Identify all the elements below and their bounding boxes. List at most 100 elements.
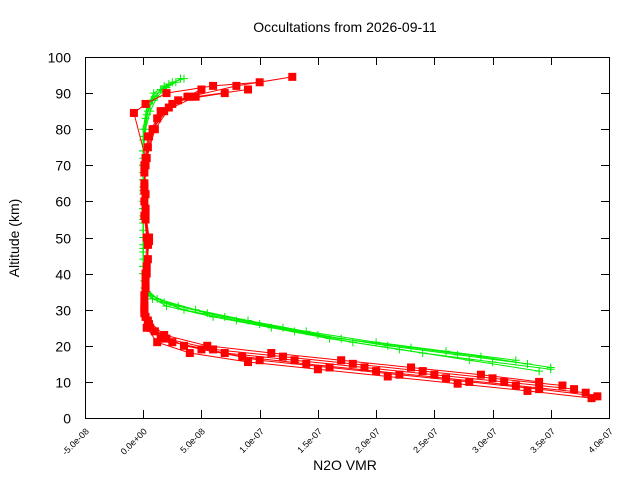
y-tick-label: 60 <box>55 194 71 210</box>
x-tick-label: -5.0e-08 <box>60 426 91 457</box>
data-point <box>145 132 154 141</box>
data-point <box>168 338 177 347</box>
data-point <box>302 359 311 368</box>
data-point <box>203 309 212 318</box>
data-point <box>288 72 297 81</box>
data-point <box>407 343 416 352</box>
data-point <box>535 367 544 376</box>
x-tick-label: 1.5e-07 <box>295 426 324 455</box>
data-point <box>337 356 346 365</box>
data-point <box>232 81 241 90</box>
data-point <box>176 74 185 83</box>
data-point <box>535 385 544 394</box>
data-point <box>191 92 200 101</box>
series-1 <box>129 72 602 403</box>
data-point <box>164 80 173 89</box>
data-point <box>209 81 218 90</box>
data-point <box>465 377 474 386</box>
data-point <box>232 316 241 325</box>
data-point <box>148 294 157 303</box>
data-point <box>267 349 276 358</box>
data-point <box>203 341 212 350</box>
data-point <box>511 356 520 365</box>
data-point <box>141 154 150 163</box>
data-point <box>140 168 149 177</box>
data-point <box>372 338 381 347</box>
data-point <box>430 370 439 379</box>
x-axis-label: N2O VMR <box>313 457 377 473</box>
data-point <box>209 345 218 354</box>
y-tick-label: 70 <box>55 158 71 174</box>
data-point <box>179 305 188 314</box>
x-tick-label: 3.5e-07 <box>528 426 557 455</box>
data-point <box>171 78 180 87</box>
data-point <box>581 388 590 397</box>
data-point <box>129 108 138 117</box>
data-point <box>418 349 427 358</box>
y-tick-label: 100 <box>48 50 72 66</box>
data-point <box>278 352 287 361</box>
data-point <box>290 327 299 336</box>
data-point <box>244 316 253 325</box>
y-tick-label: 20 <box>55 339 71 355</box>
series-line <box>142 83 551 370</box>
data-point <box>220 349 229 358</box>
x-tick-label: 3.0e-07 <box>470 426 499 455</box>
data-point <box>160 330 169 339</box>
x-tick-label: 5.0e-08 <box>178 426 207 455</box>
data-point <box>142 233 151 242</box>
series-line <box>142 78 540 372</box>
y-tick-label: 90 <box>55 86 71 102</box>
data-point <box>348 338 357 347</box>
data-point <box>143 240 152 249</box>
data-point <box>395 370 404 379</box>
y-tick-label: 10 <box>55 375 71 391</box>
y-tick-label: 40 <box>55 267 71 283</box>
data-point <box>511 381 520 390</box>
data-point <box>500 377 509 386</box>
data-point <box>164 103 173 112</box>
data-series <box>129 72 602 403</box>
data-point <box>244 358 253 367</box>
data-point <box>418 367 427 376</box>
data-point <box>488 358 497 367</box>
data-point <box>143 316 152 325</box>
data-point <box>141 161 150 170</box>
data-point <box>139 125 148 134</box>
data-point <box>149 89 158 98</box>
data-point <box>587 394 596 403</box>
data-point <box>453 379 462 388</box>
data-point <box>593 392 602 401</box>
data-point <box>153 114 162 123</box>
data-point <box>143 255 152 264</box>
data-point <box>183 92 192 101</box>
data-point <box>140 298 149 307</box>
series-line <box>142 85 528 365</box>
y-axis: 0 10 20 30 40 50 60 70 80 90 100 <box>48 50 609 427</box>
data-point <box>465 356 474 365</box>
data-point <box>255 356 264 365</box>
data-point <box>142 323 151 332</box>
y-tick-label: 30 <box>55 303 71 319</box>
x-tick-label: 0.0e+00 <box>119 426 149 456</box>
data-point <box>535 377 544 386</box>
data-point <box>570 385 579 394</box>
data-point <box>488 374 497 383</box>
data-point <box>141 204 150 213</box>
series-line <box>142 78 516 361</box>
chart-title: Occultations from 2026-09-11 <box>253 19 437 35</box>
data-point <box>523 386 532 395</box>
data-point <box>441 347 450 356</box>
data-point <box>476 352 485 361</box>
data-point <box>238 352 247 361</box>
y-tick-label: 0 <box>63 411 71 427</box>
data-point <box>197 85 206 94</box>
data-point <box>383 372 392 381</box>
data-point <box>407 363 416 372</box>
data-point <box>255 78 264 87</box>
data-point <box>383 341 392 350</box>
data-point <box>441 374 450 383</box>
series-line <box>143 96 540 383</box>
x-tick-label: 2.5e-07 <box>411 426 440 455</box>
